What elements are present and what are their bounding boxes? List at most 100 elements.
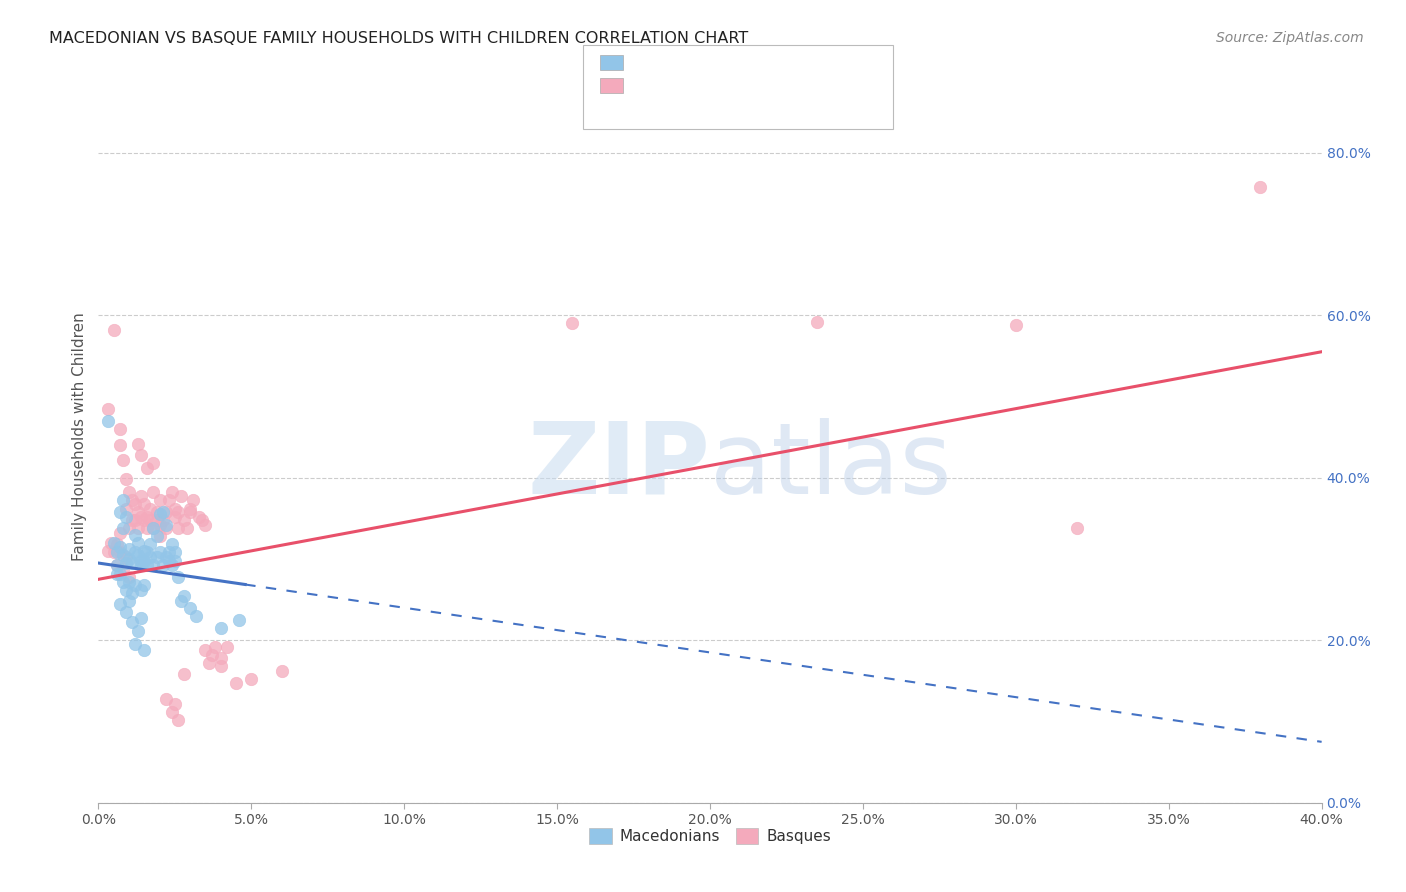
Point [108,545,131,559]
Point [163,501,186,516]
Point [167,505,190,519]
Point [121,586,143,600]
Point [108,540,131,554]
Point [139,501,162,516]
Point [149,529,172,543]
Point [170,489,193,503]
Point [127,505,149,519]
Point [115,605,138,619]
Point [134,554,156,568]
Point [179,501,201,516]
Point [194,517,217,532]
Point [163,509,186,524]
Point [134,513,156,527]
Point [155,521,177,535]
Point [127,436,149,450]
Point [118,521,141,535]
Point [134,544,156,558]
Point [105,558,128,572]
Point [108,438,131,452]
Point [121,493,143,508]
Point [561,316,583,330]
Point [806,315,828,329]
Point [270,664,292,678]
Point [215,640,238,654]
Point [111,453,134,467]
Point [127,535,149,549]
Point [157,553,180,567]
Text: atlas: atlas [710,417,952,515]
Point [108,505,131,519]
Point [152,558,174,573]
Point [111,574,134,589]
Point [163,545,186,559]
Point [209,651,232,665]
Point [157,493,180,508]
Point [200,648,222,662]
Point [149,545,172,559]
Point [173,513,195,527]
Point [191,513,214,527]
Point [115,550,138,565]
Point [103,323,125,337]
Point [142,521,165,535]
Point [145,505,167,519]
Point [105,545,128,559]
Point [155,691,177,706]
Point [136,521,159,535]
Point [152,505,174,519]
Point [179,600,201,615]
Point [127,624,149,638]
Point [121,513,143,527]
Point [142,456,165,470]
Point [134,497,156,511]
Legend: Macedonians, Basques: Macedonians, Basques [583,822,837,850]
Point [121,615,143,630]
Point [186,608,208,623]
Point [129,582,152,597]
Point [152,513,174,527]
Point [108,422,131,436]
Point [124,527,146,541]
Point [127,548,149,562]
Point [1004,318,1026,332]
Point [134,578,156,592]
Point [118,552,141,566]
Point [111,548,134,562]
Text: ZIP: ZIP [527,417,710,515]
Point [134,643,156,657]
Point [124,513,146,527]
Point [129,509,152,524]
Point [111,493,134,508]
Point [118,570,141,584]
Point [139,513,162,527]
Text: R = -0.256   N = 67: R = -0.256 N = 67 [634,55,817,70]
Point [163,697,186,711]
Point [105,558,128,572]
Point [97,401,120,416]
Point [160,705,183,719]
Point [108,566,131,581]
Point [129,448,152,462]
Point [173,589,195,603]
Text: R =  0.373   N = 83: R = 0.373 N = 83 [634,78,817,93]
Point [139,549,162,564]
Point [240,673,263,687]
Point [228,613,250,627]
Point [115,556,138,570]
Y-axis label: Family Households with Children: Family Households with Children [72,313,87,561]
Point [163,554,186,568]
Point [149,508,172,522]
Point [157,545,180,559]
Point [136,461,159,475]
Point [176,521,198,535]
Point [97,544,120,558]
Point [129,489,152,503]
Point [155,517,177,532]
Point [115,582,138,597]
Point [145,529,167,543]
Point [115,472,138,486]
Point [124,637,146,651]
Point [100,535,122,549]
Point [105,537,128,551]
